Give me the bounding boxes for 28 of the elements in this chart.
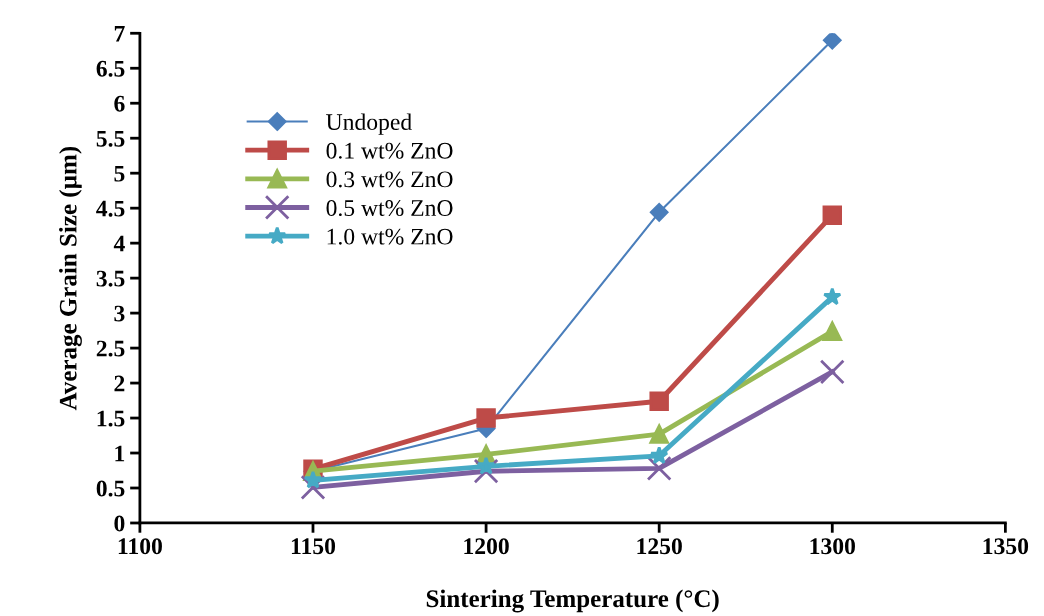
y-tick-label: 0	[114, 515, 125, 532]
legend-label: 1.0 wt% ZnO	[327, 228, 453, 245]
y-tick-label: 0.5	[96, 480, 125, 497]
y-tick-label: 4.5	[96, 200, 125, 217]
legend-label: 0.5 wt% ZnO	[326, 200, 453, 217]
y-tick-label: 5	[114, 165, 125, 182]
y-tick-label: 5.5	[96, 130, 125, 147]
y-tick-label: 1.5	[97, 410, 125, 427]
y-tick-label: 6	[114, 95, 125, 112]
legend-label: 0.3 wt% ZnO	[326, 171, 453, 188]
legend-label: Undoped	[326, 113, 412, 135]
x-tick-label: 1350	[983, 538, 1029, 555]
legend-label: 0.1 wt% ZnO	[326, 142, 453, 159]
x-axis-title: Sintering Temperature (°C)	[426, 589, 719, 613]
y-tick-label: 6.5	[96, 60, 125, 77]
y-tick-label: 4	[113, 235, 125, 252]
x-tick-label: 1250	[637, 538, 682, 555]
x-tick-label: 1150	[291, 538, 336, 555]
x-tick-label: 1100	[118, 538, 162, 555]
x-tick-label: 1300	[810, 538, 855, 555]
y-tick-label: 3	[114, 305, 125, 322]
y-tick-label: 2.5	[96, 340, 125, 357]
y-tick-label: 3.5	[96, 270, 125, 287]
y-axis-title: Average Grain Size (µm)	[59, 146, 82, 411]
y-tick-label: 1	[115, 445, 125, 462]
x-tick-label: 1200	[464, 538, 509, 555]
y-tick-label: 2	[114, 375, 125, 392]
y-tick-label: 7	[114, 25, 125, 42]
